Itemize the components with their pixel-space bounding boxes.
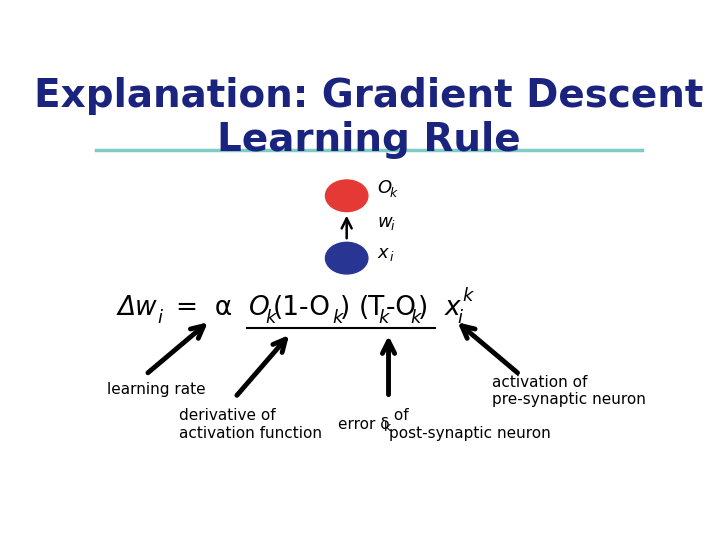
Text: ): ) <box>418 295 428 321</box>
Text: k: k <box>463 287 473 305</box>
Text: of
post-synaptic neuron: of post-synaptic neuron <box>389 408 551 441</box>
Text: Explanation: Gradient Descent: Explanation: Gradient Descent <box>35 77 703 115</box>
Text: i: i <box>157 309 162 327</box>
Text: k: k <box>384 421 391 434</box>
Text: O: O <box>377 179 392 197</box>
Text: derivative of
activation function: derivative of activation function <box>179 408 323 441</box>
Text: activation of
pre-synaptic neuron: activation of pre-synaptic neuron <box>492 375 646 407</box>
Text: k: k <box>266 309 276 327</box>
Text: O: O <box>249 295 270 321</box>
Text: ): ) <box>339 295 350 321</box>
Text: k: k <box>333 309 343 327</box>
Text: x: x <box>377 244 388 262</box>
Text: k: k <box>379 309 389 327</box>
Circle shape <box>325 180 368 212</box>
Text: (1-O: (1-O <box>273 295 331 321</box>
Text: i: i <box>390 220 394 233</box>
Text: learning rate: learning rate <box>107 382 205 396</box>
Text: x: x <box>444 295 460 321</box>
Text: i: i <box>457 309 462 327</box>
Text: (T: (T <box>359 295 385 321</box>
Text: =  α: = α <box>176 295 233 321</box>
Text: Δw: Δw <box>118 295 158 321</box>
Text: -O: -O <box>386 295 417 321</box>
Text: k: k <box>411 309 421 327</box>
Text: i: i <box>390 251 393 264</box>
Text: w: w <box>377 213 392 231</box>
Text: error δ: error δ <box>338 417 390 432</box>
Text: k: k <box>390 187 397 200</box>
Text: Learning Rule: Learning Rule <box>217 121 521 159</box>
Circle shape <box>325 242 368 274</box>
